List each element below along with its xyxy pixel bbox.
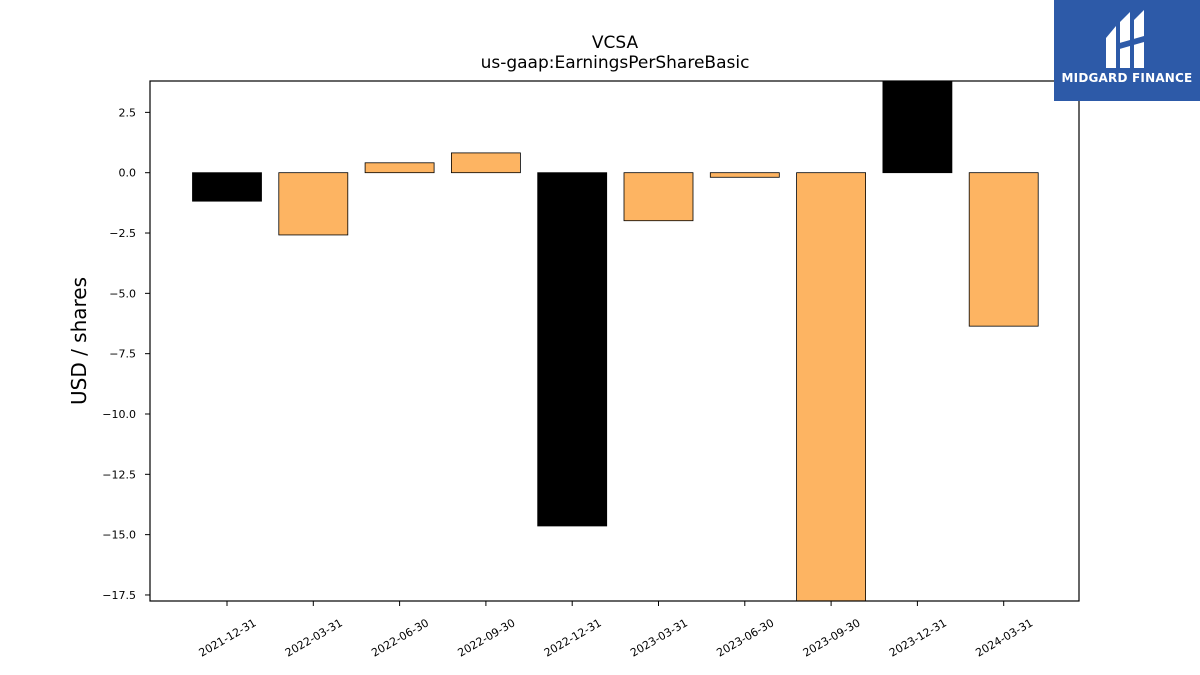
y-tick-label: −5.0 <box>109 287 136 300</box>
y-tick-label: −2.5 <box>109 227 136 240</box>
y-tick-label: −17.5 <box>102 589 136 602</box>
y-tick-label: 0.0 <box>119 167 137 180</box>
x-axis: 2021-12-31 2022-03-31 2022-06-30 2022-09-30… <box>197 601 1035 660</box>
brand-name: MIDGARD FINANCE <box>1061 71 1193 85</box>
y-tick-label: −10.0 <box>102 408 136 421</box>
bar-2023-09-30 <box>796 172 866 602</box>
bar-2021-12-31 <box>192 172 262 202</box>
x-tick-label: 2022-12-31 <box>542 616 604 659</box>
bar-2023-03-31 <box>623 172 694 222</box>
x-tick-label: 2022-03-31 <box>283 616 345 659</box>
y-tick-label: 2.5 <box>119 106 137 119</box>
bar-2023-06-30 <box>709 172 780 178</box>
x-tick-label: 2024-03-31 <box>973 616 1035 659</box>
y-tick-label: −7.5 <box>109 348 136 361</box>
y-axis: 2.5 0.0 −2.5 −5.0 −7.5 −10.0 −12.5 −15.0 −17.5 <box>102 106 150 602</box>
plot-frame <box>149 80 1080 602</box>
x-tick-label: 2023-06-30 <box>714 616 776 659</box>
x-tick-label: 2022-09-30 <box>456 616 518 659</box>
x-tick-label: 2022-06-30 <box>369 616 431 659</box>
x-tick-label: 2023-12-31 <box>887 616 949 659</box>
chart-title: VCSA <box>592 33 639 53</box>
bar-2022-03-31 <box>278 172 349 236</box>
bar-2022-12-31 <box>537 172 608 527</box>
x-tick-label: 2021-12-31 <box>197 616 259 659</box>
y-axis-label: USD / shares <box>67 277 91 405</box>
bar-2024-03-31 <box>968 172 1039 327</box>
brand-logo: MIDGARD FINANCE <box>1054 0 1200 101</box>
bar-2023-12-31 <box>882 80 953 174</box>
x-tick-label: 2023-09-30 <box>801 616 863 659</box>
chart-subtitle: us-gaap:EarningsPerShareBasic <box>481 53 750 73</box>
bar-2022-06-30 <box>364 162 435 174</box>
bar-2022-09-30 <box>450 152 521 174</box>
y-tick-label: −15.0 <box>102 529 136 542</box>
bars-group <box>192 80 1039 602</box>
x-tick-label: 2023-03-31 <box>628 616 690 659</box>
midgard-logo-icon <box>1106 10 1144 68</box>
y-tick-label: −12.5 <box>102 468 136 481</box>
